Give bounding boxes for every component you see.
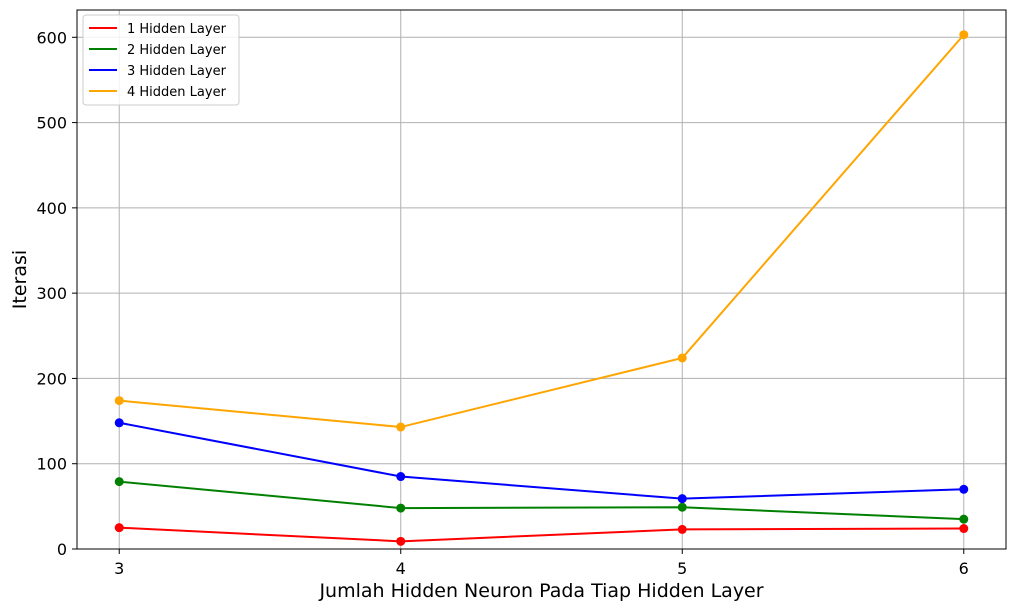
x-tick-label: 4 xyxy=(396,559,406,578)
series-2 xyxy=(114,477,969,524)
legend-item: 3 Hidden Layer xyxy=(89,64,227,79)
series-layer xyxy=(114,30,969,546)
y-tick-label: 400 xyxy=(36,199,67,218)
data-point xyxy=(677,524,687,534)
data-point xyxy=(959,514,969,524)
data-point xyxy=(396,536,406,546)
data-point xyxy=(677,494,687,504)
legend-item: 4 Hidden Layer xyxy=(89,85,227,100)
x-axis-label: Jumlah Hidden Neuron Pada Tiap Hidden La… xyxy=(318,580,763,602)
y-tick-label: 600 xyxy=(36,28,67,47)
grid xyxy=(77,10,1006,550)
data-point xyxy=(677,353,687,363)
legend-item: 1 Hidden Layer xyxy=(89,22,227,37)
series-3 xyxy=(114,418,969,504)
x-axis-ticks: 3 4 5 6 xyxy=(114,549,969,578)
legend-label: 2 Hidden Layer xyxy=(127,43,227,58)
plot-frame xyxy=(76,9,1007,550)
y-tick-label: 0 xyxy=(57,540,67,559)
x-tick-label: 5 xyxy=(677,559,687,578)
legend-label: 3 Hidden Layer xyxy=(127,64,227,79)
data-point xyxy=(114,523,124,533)
legend-label: 4 Hidden Layer xyxy=(127,85,227,100)
y-tick-label: 500 xyxy=(36,114,67,133)
data-point xyxy=(114,418,124,428)
data-point xyxy=(959,484,969,494)
data-point xyxy=(114,477,124,487)
data-point xyxy=(396,422,406,432)
series-line xyxy=(119,421,964,500)
series-4 xyxy=(114,30,969,432)
data-point xyxy=(959,524,969,534)
y-axis-label: Iterasi xyxy=(9,250,31,309)
data-point xyxy=(677,502,687,512)
x-tick-label: 3 xyxy=(114,559,124,578)
data-point xyxy=(396,503,406,513)
legend-label: 1 Hidden Layer xyxy=(127,22,227,37)
y-tick-label: 100 xyxy=(36,455,67,474)
legend: 1 Hidden Layer 2 Hidden Layer 3 Hidden Lay… xyxy=(82,14,240,106)
data-point xyxy=(114,396,124,406)
y-tick-label: 200 xyxy=(36,369,67,388)
x-tick-label: 6 xyxy=(959,559,969,578)
series-line xyxy=(119,480,964,521)
data-point xyxy=(396,472,406,482)
data-point xyxy=(959,30,969,40)
legend-box xyxy=(82,14,240,106)
series-1 xyxy=(114,523,969,546)
series-line xyxy=(119,34,965,429)
y-tick-label: 300 xyxy=(36,284,67,303)
y-axis-ticks: 0 100 200 300 400 500 600 xyxy=(36,28,77,559)
legend-item: 2 Hidden Layer xyxy=(89,43,227,58)
series-line xyxy=(119,526,964,543)
